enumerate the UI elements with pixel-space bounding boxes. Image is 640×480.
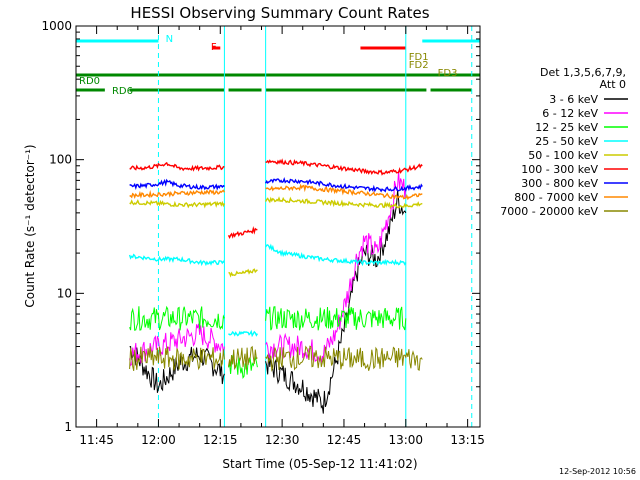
legend-label-7000-20000-kev: 7000 - 20000 keV <box>500 205 598 218</box>
legend-label-25-50-kev: 25 - 50 keV <box>535 135 598 148</box>
legend-label-3-6-kev: 3 - 6 keV <box>549 93 598 106</box>
series-100-300-kev <box>129 158 423 239</box>
legend-label-12-25-kev: 12 - 25 keV <box>535 121 598 134</box>
series-line-50-100-kev <box>228 268 258 278</box>
series-line-3-6-kev <box>129 345 225 393</box>
legend-label-50-100-kev: 50 - 100 keV <box>528 149 598 162</box>
series-line-6-12-kev <box>265 170 407 364</box>
series-300-800-kev <box>129 177 423 193</box>
flag-label-fd1: FD1 <box>409 52 429 63</box>
series-7000-20000-kev <box>129 345 423 373</box>
flag-label-rd6: RD6 <box>112 86 133 97</box>
legend-header: Det 1,3,5,6,7,9, <box>540 66 626 79</box>
flag-bars <box>76 39 480 92</box>
y-axis-label: Count Rate (s⁻¹ detector⁻¹) <box>23 144 37 307</box>
series-line-25-50-kev <box>128 253 225 267</box>
series-line-100-300-kev <box>265 158 423 176</box>
series-line-100-300-kev <box>129 161 225 172</box>
footer-timestamp: 12-Sep-2012 10:56 <box>559 467 636 476</box>
series-line-12-25-kev <box>265 306 407 331</box>
series-25-50-kev <box>128 243 407 338</box>
series-line-300-800-kev <box>129 178 225 191</box>
series-line-7000-20000-kev <box>265 345 423 373</box>
series-line-25-50-kev <box>228 329 259 338</box>
series-6-12-kev <box>129 170 407 367</box>
series-3-6-kev <box>129 190 407 414</box>
x-tick-label: 11:45 <box>79 433 114 447</box>
series-line-25-50-kev <box>265 243 407 267</box>
x-tick-label: 13:15 <box>450 433 485 447</box>
series-line-50-100-kev <box>264 196 423 210</box>
series-line-300-800-kev <box>264 177 423 193</box>
chart-title: HESSI Observing Summary Count Rates <box>130 4 429 22</box>
legend-header: Att 0 <box>600 78 626 91</box>
series-line-7000-20000-kev <box>129 346 225 372</box>
legend-label-800-7000-kev: 800 - 7000 keV <box>514 191 598 204</box>
data-series <box>128 158 423 414</box>
flag-label-fd3: FD3 <box>438 68 458 79</box>
legend-label-300-800-kev: 300 - 800 keV <box>521 177 598 190</box>
series-line-3-6-kev <box>265 190 407 414</box>
y-tick-label: 1 <box>64 420 72 434</box>
flag-label-rd0: RD0 <box>79 76 100 87</box>
x-axis-label: Start Time (05-Sep-12 11:41:02) <box>222 457 417 471</box>
series-line-800-7000-kev <box>129 189 226 199</box>
x-tick-label: 12:30 <box>265 433 300 447</box>
x-tick-label: 12:45 <box>327 433 362 447</box>
flag-label-f: F <box>211 42 217 53</box>
legend-label-100-300-kev: 100 - 300 keV <box>521 163 598 176</box>
series-line-7000-20000-kev <box>228 345 258 371</box>
series-line-800-7000-kev <box>265 183 423 201</box>
series-line-12-25-kev <box>129 305 225 331</box>
y-tick-label: 10 <box>57 286 72 300</box>
plot-frame <box>75 25 481 428</box>
series-line-50-100-kev <box>129 199 226 209</box>
y-tick-label: 1000 <box>41 19 72 33</box>
axes: 11:45 12:00 12:15 12:30 12:45 13:00 13:15 1 10 10… <box>41 19 484 447</box>
x-tick-label: 12:15 <box>203 433 238 447</box>
series-800-7000-kev <box>129 183 423 201</box>
x-tick-label: 12:00 <box>141 433 176 447</box>
legend-label-6-12-kev: 6 - 12 keV <box>542 107 598 120</box>
flag-label-fd2: FD2 <box>409 60 429 71</box>
flag-label-n: N <box>166 34 173 45</box>
vertical-markers <box>157 26 473 427</box>
x-tick-label: 13:00 <box>388 433 423 447</box>
series-50-100-kev <box>129 196 423 278</box>
series-line-100-300-kev <box>227 225 258 239</box>
y-tick-label: 100 <box>49 153 72 167</box>
